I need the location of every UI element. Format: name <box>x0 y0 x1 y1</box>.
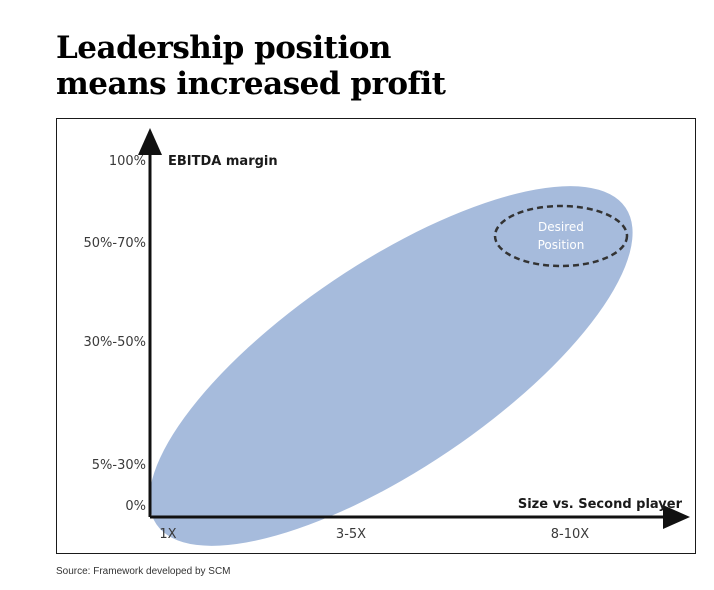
y-tick-50-70: 50%-70% <box>84 236 146 251</box>
leadership-region <box>149 186 633 546</box>
x-tick-3-5x: 3-5X <box>336 527 366 542</box>
x-tick-8-10x: 8-10X <box>551 527 590 542</box>
y-tick-5-30: 5%-30% <box>92 458 146 473</box>
y-axis-title: EBITDA margin <box>168 154 278 169</box>
y-tick-0: 0% <box>125 499 146 514</box>
desired-position-marker <box>493 204 629 268</box>
desired-position-label-line-2: Position <box>538 238 585 252</box>
desired-position-label-line-1: Desired <box>538 220 584 234</box>
y-tick-30-50: 30%-50% <box>84 335 146 350</box>
y-tick-100: 100% <box>109 154 146 169</box>
source-note: Source: Framework developed by SCM <box>56 566 231 577</box>
x-tick-1x: 1X <box>159 527 176 542</box>
x-axis-title: Size vs. Second player <box>518 497 683 512</box>
title-line-2: means increased profit <box>56 66 446 102</box>
page-title: Leadership position means increased prof… <box>56 30 446 102</box>
title-line-1: Leadership position <box>56 30 391 66</box>
